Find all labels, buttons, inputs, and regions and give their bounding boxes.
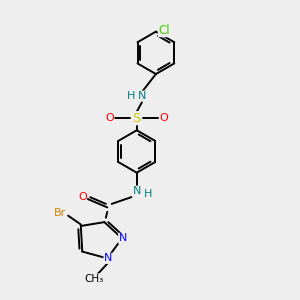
Text: N: N <box>119 233 127 243</box>
Text: S: S <box>133 112 141 125</box>
Text: Br: Br <box>54 208 66 218</box>
Text: N: N <box>133 186 141 196</box>
Text: O: O <box>78 192 87 202</box>
Text: N: N <box>104 254 112 263</box>
Text: O: O <box>105 113 114 123</box>
Text: CH₃: CH₃ <box>84 274 104 284</box>
Text: N: N <box>138 91 146 101</box>
Text: O: O <box>160 113 169 123</box>
Text: H: H <box>144 189 152 199</box>
Text: Cl: Cl <box>158 24 170 37</box>
Text: H: H <box>127 91 136 101</box>
